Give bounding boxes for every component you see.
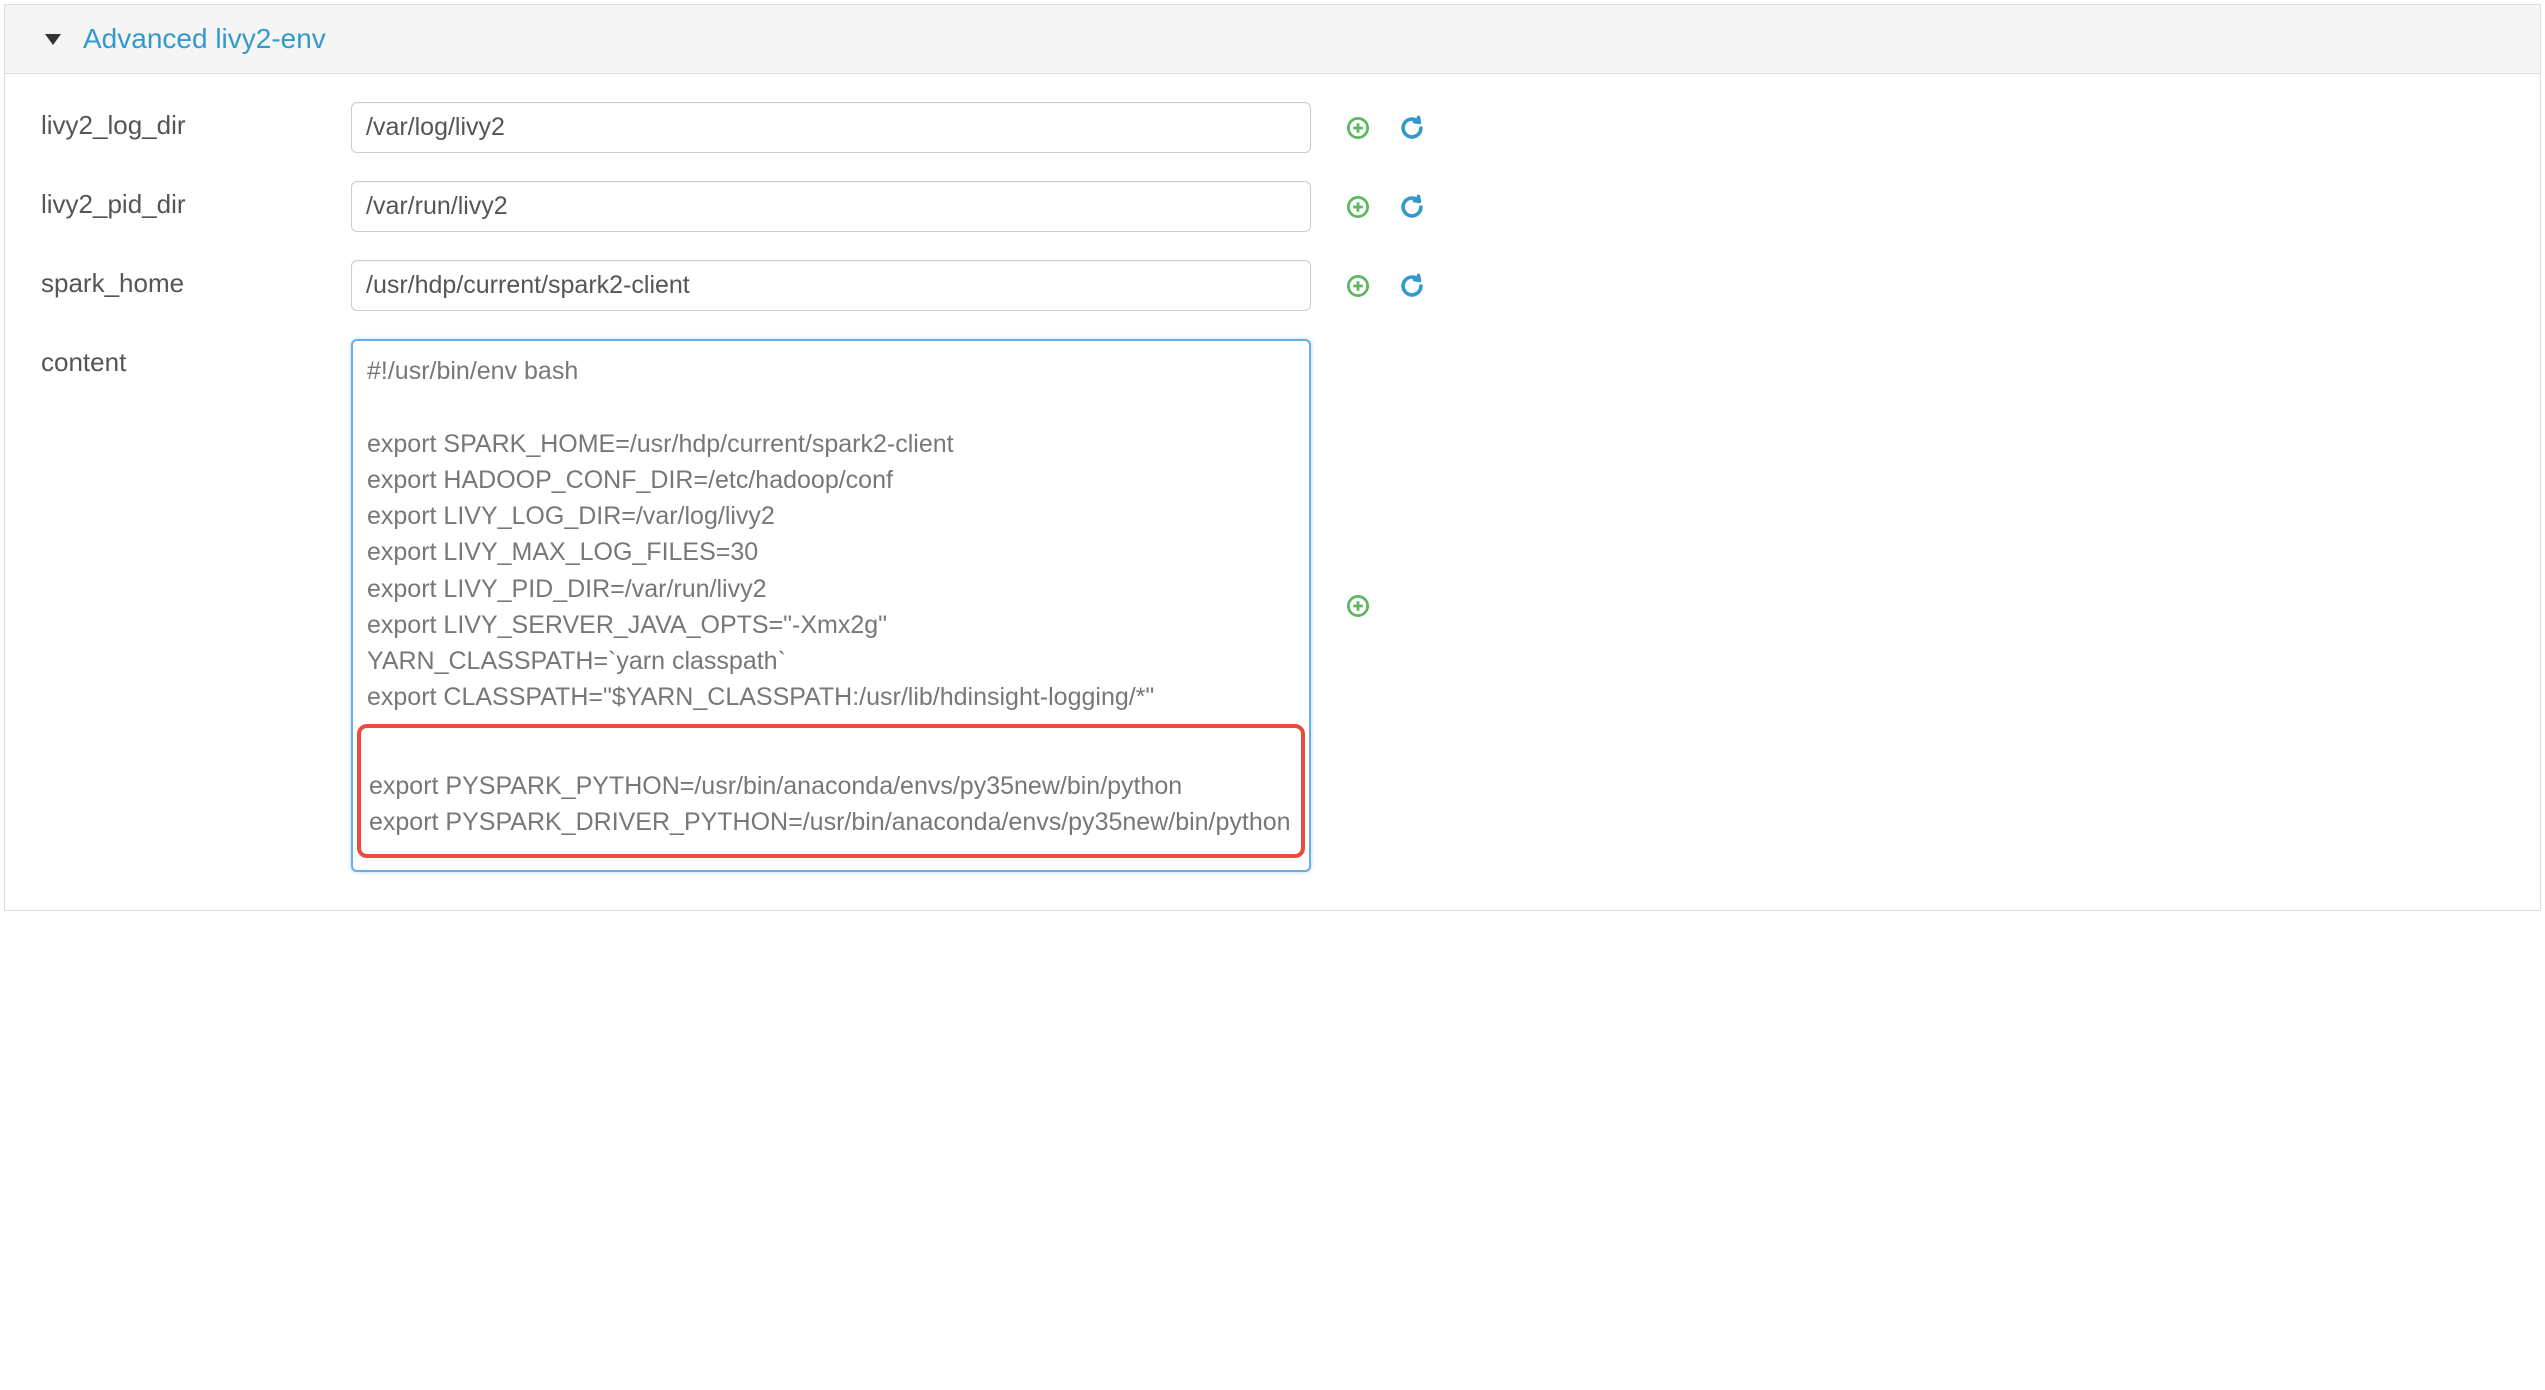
content-textarea[interactable]: #!/usr/bin/env bash export SPARK_HOME=/u… [351, 339, 1311, 872]
field-input-wrap [351, 260, 2504, 311]
field-row-livy2-log-dir: livy2_log_dir [41, 102, 2504, 153]
refresh-icon[interactable] [1399, 115, 1425, 141]
field-label: content [41, 339, 351, 378]
refresh-icon[interactable] [1399, 194, 1425, 220]
add-icon[interactable] [1347, 196, 1369, 218]
spark-home-input[interactable] [351, 260, 1311, 311]
field-row-spark-home: spark_home [41, 260, 2504, 311]
field-input-wrap [351, 181, 2504, 232]
field-input-wrap [351, 102, 2504, 153]
add-icon[interactable] [1347, 275, 1369, 297]
section-header[interactable]: Advanced livy2-env [5, 5, 2540, 74]
content-textarea-wrapper: #!/usr/bin/env bash export SPARK_HOME=/u… [351, 339, 1311, 872]
livy2-pid-dir-input[interactable] [351, 181, 1311, 232]
section-body: livy2_log_dir livy2_pid_dir [5, 74, 2540, 910]
field-actions [1347, 273, 1425, 299]
field-label: livy2_log_dir [41, 102, 351, 141]
field-label: livy2_pid_dir [41, 181, 351, 220]
field-label: spark_home [41, 260, 351, 299]
content-highlight-text: export PYSPARK_PYTHON=/usr/bin/anaconda/… [369, 772, 1291, 836]
add-icon[interactable] [1347, 595, 1369, 617]
section-title: Advanced livy2-env [83, 23, 326, 55]
field-input-wrap: #!/usr/bin/env bash export SPARK_HOME=/u… [351, 339, 2504, 872]
field-actions [1347, 115, 1425, 141]
add-icon[interactable] [1347, 117, 1369, 139]
field-row-content: content #!/usr/bin/env bash export SPARK… [41, 339, 2504, 872]
caret-down-icon [45, 34, 61, 45]
highlight-annotation: export PYSPARK_PYTHON=/usr/bin/anaconda/… [357, 724, 1305, 859]
content-main-text: #!/usr/bin/env bash export SPARK_HOME=/u… [367, 357, 1154, 711]
config-panel: Advanced livy2-env livy2_log_dir livy2_p… [4, 4, 2541, 911]
field-actions [1347, 595, 1369, 617]
livy2-log-dir-input[interactable] [351, 102, 1311, 153]
field-actions [1347, 194, 1425, 220]
refresh-icon[interactable] [1399, 273, 1425, 299]
field-row-livy2-pid-dir: livy2_pid_dir [41, 181, 2504, 232]
